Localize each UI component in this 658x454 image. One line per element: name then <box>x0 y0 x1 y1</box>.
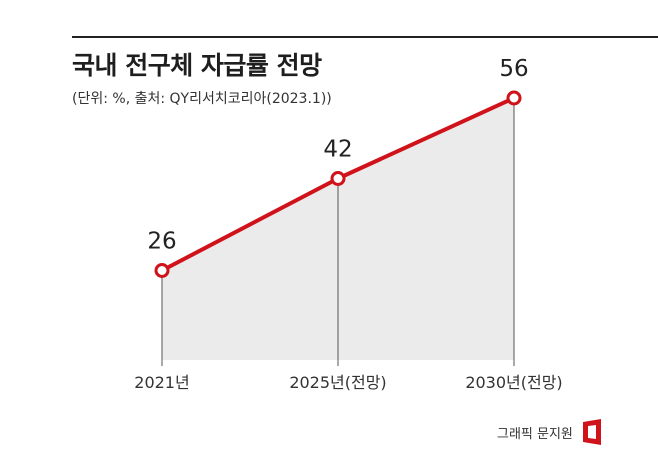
data-label: 26 <box>147 229 176 255</box>
chart-title: 국내 전구체 자급률 전망 <box>72 51 322 80</box>
credit-text: 그래픽 문지원 <box>497 426 573 442</box>
data-point <box>330 171 346 186</box>
data-point <box>506 90 522 106</box>
data-point <box>154 263 170 278</box>
x-tick-label: 2025년(전망) <box>289 373 386 392</box>
x-tick-label: 2021년 <box>134 373 189 392</box>
publisher-logo-icon <box>582 419 601 445</box>
chart-subtitle: (단위: %, 출처: QY리서치코리아(2023.1)) <box>72 91 332 107</box>
x-tick-label: 2030년(전망) <box>465 373 562 392</box>
header-rule <box>72 36 658 38</box>
data-label: 42 <box>323 137 352 163</box>
data-label: 56 <box>499 56 528 82</box>
graphic-credit: 그래픽 문지원 <box>497 418 603 446</box>
